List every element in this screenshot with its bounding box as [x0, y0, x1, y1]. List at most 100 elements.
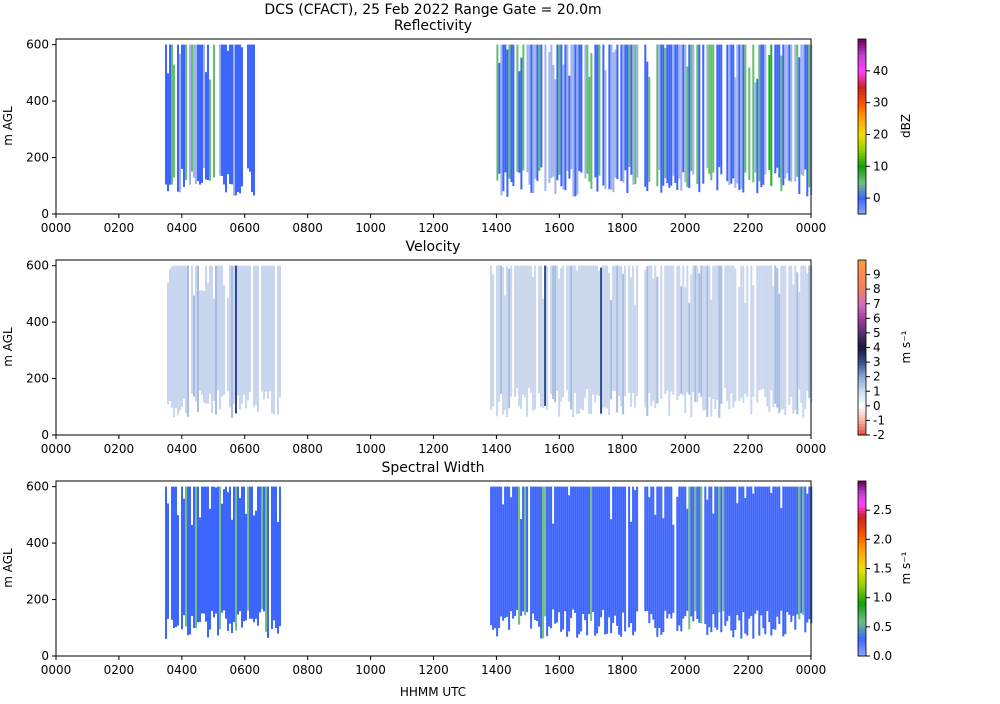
- colorbar-segment: [858, 498, 866, 502]
- cloud-column: [762, 44, 765, 185]
- cloud-column: [277, 265, 279, 415]
- cloud-column: [213, 298, 215, 401]
- cloud-column: [590, 265, 593, 415]
- cloud-column: [229, 265, 231, 408]
- x-axis: 0000 0200 0400 0600 0800 1000 1200 1400 1600 1800…: [41, 656, 826, 677]
- cloud-column: [646, 266, 649, 417]
- cloud-column: [732, 265, 735, 408]
- cloud-column: [612, 486, 615, 623]
- cloud-column: [498, 486, 501, 629]
- cloud-column: [742, 44, 745, 193]
- cloud-column: [261, 486, 263, 610]
- cloud-column: [660, 486, 663, 635]
- cloud-column: [269, 265, 271, 392]
- colorbar-segment: [858, 495, 866, 500]
- colorbar-frame: [857, 38, 867, 215]
- cloud-column: [762, 265, 765, 389]
- cloud-column: [496, 44, 499, 181]
- cloud-column: [195, 486, 197, 629]
- cloud-column: [672, 265, 675, 395]
- cloud-column: [644, 269, 647, 408]
- cloud-column: [233, 265, 235, 404]
- x-tick-label: 1400: [481, 442, 512, 456]
- cloud-column: [594, 265, 597, 403]
- cloud-column: [618, 486, 621, 635]
- cloud-column: [596, 486, 599, 634]
- colorbar-segment: [858, 39, 866, 43]
- cloud-column: [690, 486, 693, 617]
- cloud-column: [249, 44, 251, 172]
- cloud-column: [221, 44, 223, 176]
- cloud-column: [572, 44, 575, 197]
- colorbar-segment: [858, 85, 866, 90]
- cloud-column: [742, 486, 745, 613]
- cloud-column: [558, 278, 561, 417]
- cloud-column: [580, 265, 583, 409]
- cloud-column: [167, 503, 169, 619]
- y-tick-label: 600: [26, 38, 49, 52]
- colorbar-segment: [858, 597, 866, 602]
- cloud-column: [187, 486, 189, 636]
- cloud-column: [490, 265, 493, 410]
- cloud-column: [788, 265, 791, 405]
- colorbar-segment: [858, 521, 866, 526]
- colorbar-segment: [858, 103, 866, 107]
- cloud-column: [508, 44, 511, 179]
- y-axis-label: m AGL: [1, 548, 15, 588]
- cloud-column: [744, 44, 747, 173]
- cloud-column: [708, 44, 711, 175]
- cloud-column: [750, 486, 753, 617]
- cloud-column: [506, 265, 509, 417]
- colorbar-segment: [858, 129, 866, 133]
- cloud-column: [774, 44, 777, 174]
- cloud-column: [718, 486, 721, 613]
- cloud-column: [802, 486, 805, 616]
- cloud-column: [702, 265, 705, 411]
- cloud-column: [546, 486, 549, 637]
- cloud-column: [714, 265, 717, 409]
- cloud-column: [566, 265, 569, 391]
- colorbar-segment: [858, 353, 866, 357]
- cloud-column: [171, 44, 173, 185]
- cloud-column: [209, 265, 211, 395]
- cloud-column: [233, 486, 235, 623]
- cloud-column: [203, 44, 205, 169]
- cloud-column: [654, 265, 657, 408]
- colorbar-segment: [858, 408, 866, 413]
- colorbar-tick-label: 1.0: [873, 591, 892, 605]
- cloud-column: [191, 44, 193, 172]
- cloud-column: [736, 503, 739, 616]
- cloud-column: [658, 486, 661, 628]
- colorbar-segment: [858, 542, 866, 546]
- colorbar-segment: [858, 173, 866, 177]
- cloud-column: [734, 77, 737, 188]
- colorbar-segment: [858, 385, 866, 389]
- cloud-column: [227, 50, 229, 175]
- cloud-column: [668, 486, 671, 615]
- colorbar-segment: [858, 79, 866, 84]
- colorbar-tick-label: 20: [873, 127, 888, 141]
- colorbar-tick-label: -2: [873, 428, 885, 442]
- cloud-column: [235, 486, 237, 631]
- colorbar-segment: [858, 347, 866, 351]
- x-axis-label: HHMM UTC: [400, 685, 466, 699]
- cloud-column: [742, 265, 745, 403]
- cloud-column: [704, 486, 707, 624]
- cloud-column: [247, 44, 249, 169]
- cloud-column: [612, 52, 615, 193]
- cloud-column: [197, 265, 199, 412]
- cloud-column: [730, 486, 733, 631]
- cloud-column: [205, 72, 207, 180]
- cloud-column: [644, 486, 647, 612]
- colorbar-segment: [858, 388, 866, 392]
- cloud-column: [522, 486, 525, 612]
- cloud-column: [634, 490, 637, 632]
- y-axis-label: m AGL: [1, 106, 15, 146]
- cloud-column: [578, 44, 581, 172]
- colorbar-segment: [858, 312, 866, 316]
- colorbar-segment: [858, 315, 866, 319]
- cloud-column: [259, 486, 261, 613]
- cloud-column: [183, 265, 185, 399]
- cloud-column: [626, 44, 629, 193]
- colorbar-segment: [858, 609, 866, 613]
